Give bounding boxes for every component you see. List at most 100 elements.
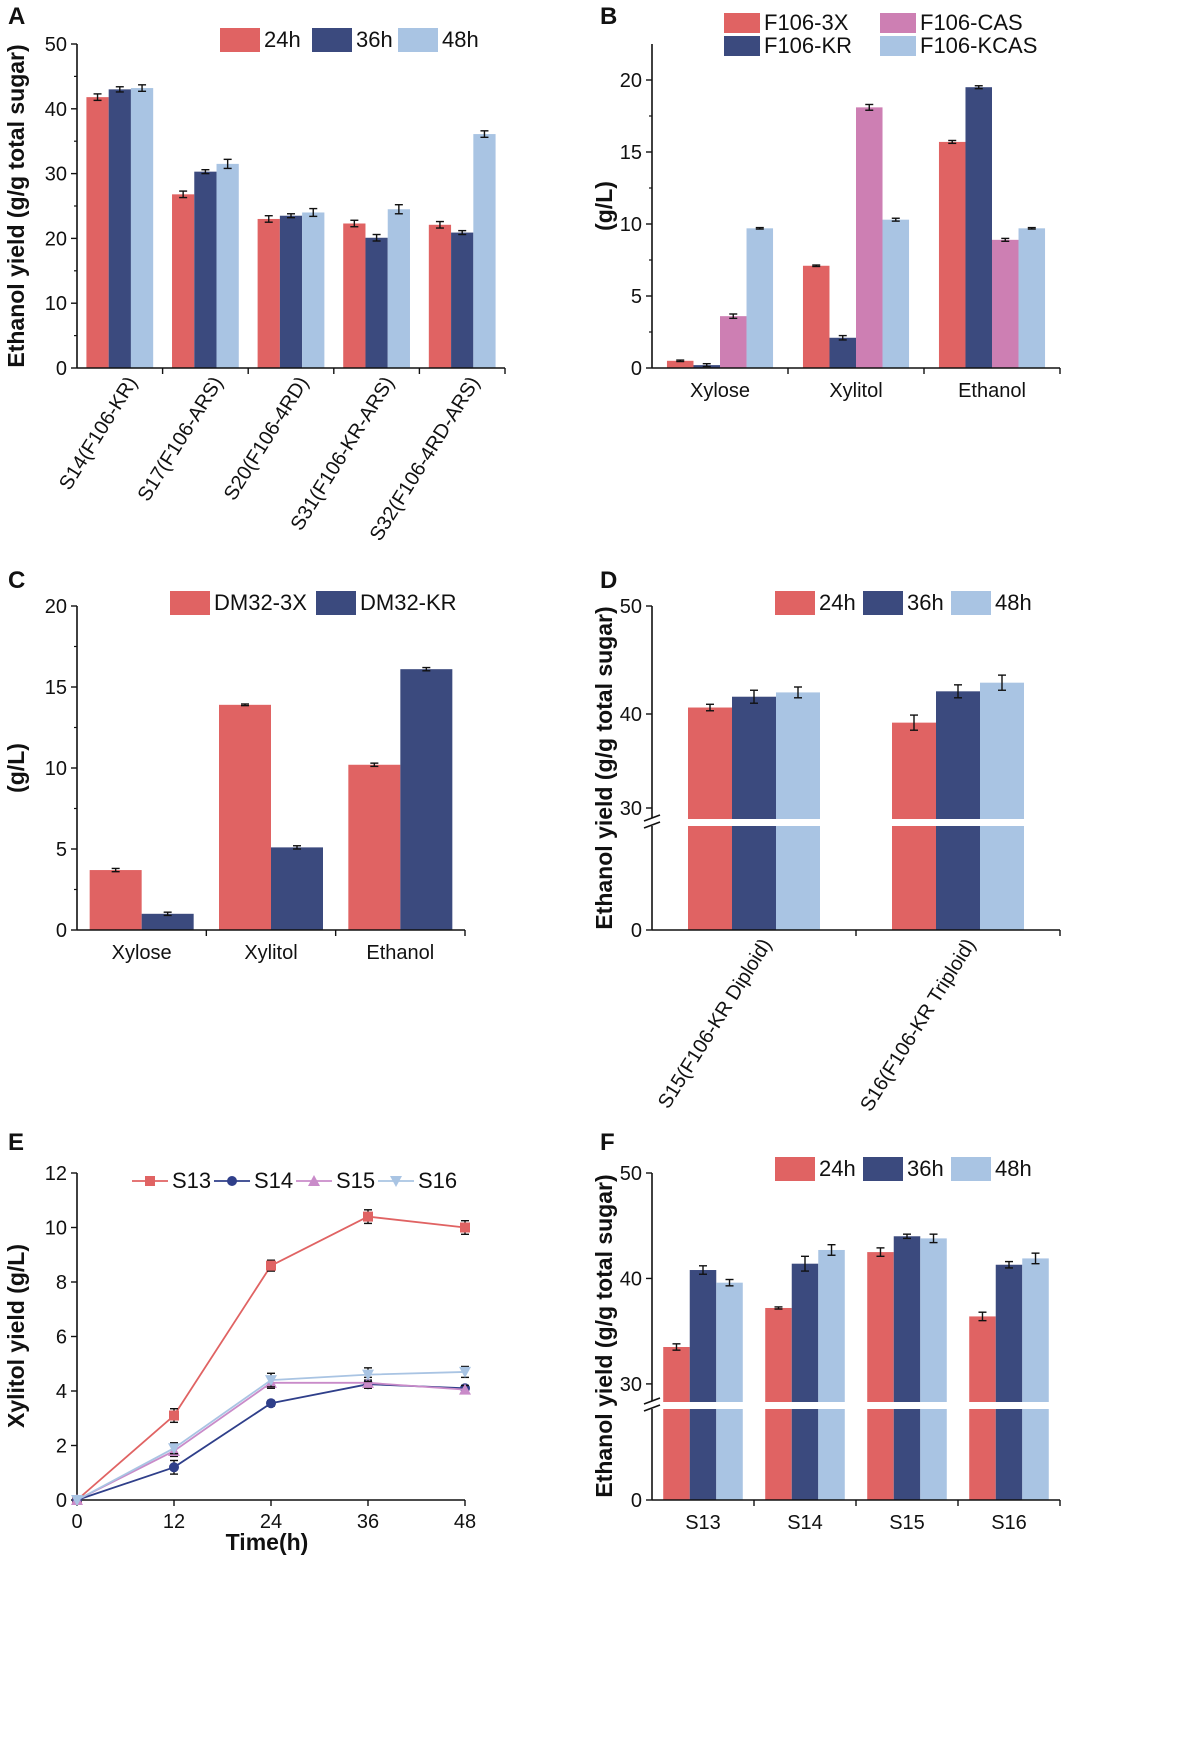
bar-48h-s20-f106-4rd: [302, 212, 325, 368]
legend-swatch-24h: [775, 1157, 815, 1181]
bar-f106-cas-xylose: [720, 316, 747, 368]
y-tick-label-40: 40: [620, 704, 642, 726]
bar-dm32-kr-ethanol: [400, 669, 453, 930]
bar-dm32-kr-xylitol: [271, 847, 323, 930]
bar-dm32-3x-xylitol: [219, 704, 271, 930]
legend-swatch-f106-cas: [880, 13, 916, 33]
legend-label-dm32-kr: DM32-KR: [360, 590, 457, 615]
x-tick-label-s15-f106-kr-diploid: S15(F106-KR Diploid): [654, 935, 776, 1113]
x-axis-label: Time(h): [226, 1529, 309, 1555]
x-tick-label-0: 0: [71, 1511, 82, 1533]
legend-swatch-24h: [220, 28, 260, 52]
panel-B: B Xylose Xylitol Ethanol 0 5 10 15 20 (g/L) F106-3…: [591, 3, 1061, 402]
legend-swatch-48h: [398, 28, 438, 52]
bar-24h-s15: [867, 1252, 894, 1500]
legend-label-f106-cas: F106-CAS: [920, 10, 1023, 35]
x-tick-label-s16: S16: [991, 1512, 1027, 1534]
bar-36h-s14-f106-kr: [108, 89, 131, 369]
bar-f106-kr-ethanol: [965, 87, 992, 368]
bar-48h-s15-f106-kr-diploid: [776, 692, 820, 930]
bar-36h-s16: [995, 1264, 1023, 1500]
bar-36h-s14: [791, 1263, 819, 1500]
legend-label-36h: 36h: [907, 1156, 944, 1181]
x-tick-label-xylose: Xylose: [112, 942, 172, 964]
bar-36h-s15: [893, 1236, 921, 1500]
y-tick-label-20: 20: [620, 70, 642, 92]
x-tick-label-s17-f106-ars: S17(F106-ARS): [134, 373, 228, 505]
legend-label-s14: S14: [254, 1168, 293, 1193]
y-tick-label-5: 5: [631, 286, 642, 308]
y-tick-label-15: 15: [45, 677, 67, 699]
bar-24h-s13: [663, 1347, 690, 1500]
legend-label-24h: 24h: [264, 27, 301, 52]
legend-label-s13: S13: [172, 1168, 211, 1193]
bar-48h-s32-f106-4rd-ars: [473, 134, 496, 368]
legend-label-f106-kr: F106-KR: [764, 33, 852, 58]
y-tick-label-40: 40: [45, 99, 67, 121]
axis-break-mark-bottom: [643, 821, 661, 829]
bar-f106-cas-ethanol: [992, 239, 1019, 368]
y-tick-label-30: 30: [45, 164, 67, 186]
bar-36h-s13: [689, 1270, 717, 1500]
point-s16-t12: [168, 1443, 180, 1455]
panel-label-c: C: [8, 567, 25, 594]
y-tick-label-0: 0: [56, 920, 67, 942]
y-tick-label-40: 40: [620, 1268, 642, 1290]
x-tick-label-s13: S13: [685, 1512, 721, 1534]
bar-f106-cas-xylitol: [856, 107, 883, 369]
y-tick-label-4: 4: [56, 1381, 67, 1403]
x-tick-label-xylitol: Xylitol: [244, 942, 297, 964]
y-axis-label: Ethanol yield (g/g total sugar): [3, 44, 29, 367]
y-tick-label-15: 15: [620, 142, 642, 164]
bar-f106-kcas-xylose: [746, 228, 774, 368]
bar-36h-s20-f106-4rd: [279, 215, 303, 368]
bar-48h-s14-f106-kr: [130, 88, 154, 369]
bar-f106-3x-xylose: [666, 360, 694, 368]
panel-label-b: B: [600, 3, 617, 30]
legend-label-s16: S16: [418, 1168, 457, 1193]
legend-swatch-48h: [951, 1157, 991, 1181]
y-tick-label-0: 0: [631, 1490, 642, 1512]
legend-swatch-48h: [951, 591, 991, 615]
y-axis-label: Ethanol yield (g/g total sugar): [591, 1174, 617, 1497]
legend-swatch-f106-kcas: [880, 36, 916, 56]
point-s13-t36: [363, 1211, 373, 1222]
y-tick-label-0: 0: [56, 1490, 67, 1512]
legend-label-f106-kcas: F106-KCAS: [920, 33, 1037, 58]
bar-dm32-3x-xylose: [89, 870, 142, 930]
y-axis-label: Ethanol yield (g/g total sugar): [591, 606, 617, 929]
bar-48h-s17-f106-ars: [216, 163, 239, 368]
y-tick-label-20: 20: [45, 596, 67, 618]
y-tick-label-6: 6: [56, 1327, 67, 1349]
y-tick-label-12: 12: [45, 1163, 67, 1185]
panel-label-e: E: [8, 1129, 24, 1156]
legend-swatch-dm32-3x: [170, 591, 210, 615]
bar-dm32-3x-ethanol: [348, 764, 401, 930]
y-tick-label-8: 8: [56, 1272, 67, 1294]
bar-24h-s31-f106-kr-ars: [343, 223, 366, 368]
y-tick-label-10: 10: [45, 293, 67, 315]
bar-24h-s32-f106-4rd-ars: [428, 224, 452, 368]
panel-A: AS14(F106-KR)S17(F106-ARS)S20(F106-4RD)S…: [3, 3, 506, 545]
point-s16-t24: [265, 1375, 277, 1387]
bar-24h-s15-f106-kr-diploid: [688, 707, 732, 930]
x-tick-label-s20-f106-4rd: S20(F106-4RD): [220, 373, 313, 504]
legend-label-f106-3x: F106-3X: [764, 10, 849, 35]
y-axis-label: Xylitol yield (g/L): [3, 1244, 29, 1428]
legend-label-s15: S15: [336, 1168, 375, 1193]
legend-label-24h: 24h: [819, 1156, 856, 1181]
point-s14-t12: [169, 1462, 179, 1473]
y-tick-label-2: 2: [56, 1436, 67, 1458]
legend-marker-s16: [390, 1176, 402, 1187]
legend-label-36h: 36h: [907, 590, 944, 615]
x-tick-label-36: 36: [357, 1511, 379, 1533]
bar-48h-s31-f106-kr-ars: [387, 209, 410, 368]
series-line-s13: [76, 1215, 466, 1501]
bar-36h-s15-f106-kr-diploid: [732, 696, 776, 930]
point-s14-t24: [266, 1398, 276, 1409]
x-tick-label-48: 48: [454, 1511, 476, 1533]
panel-label-a: A: [8, 3, 25, 30]
legend-swatch-f106-kr: [724, 36, 760, 56]
